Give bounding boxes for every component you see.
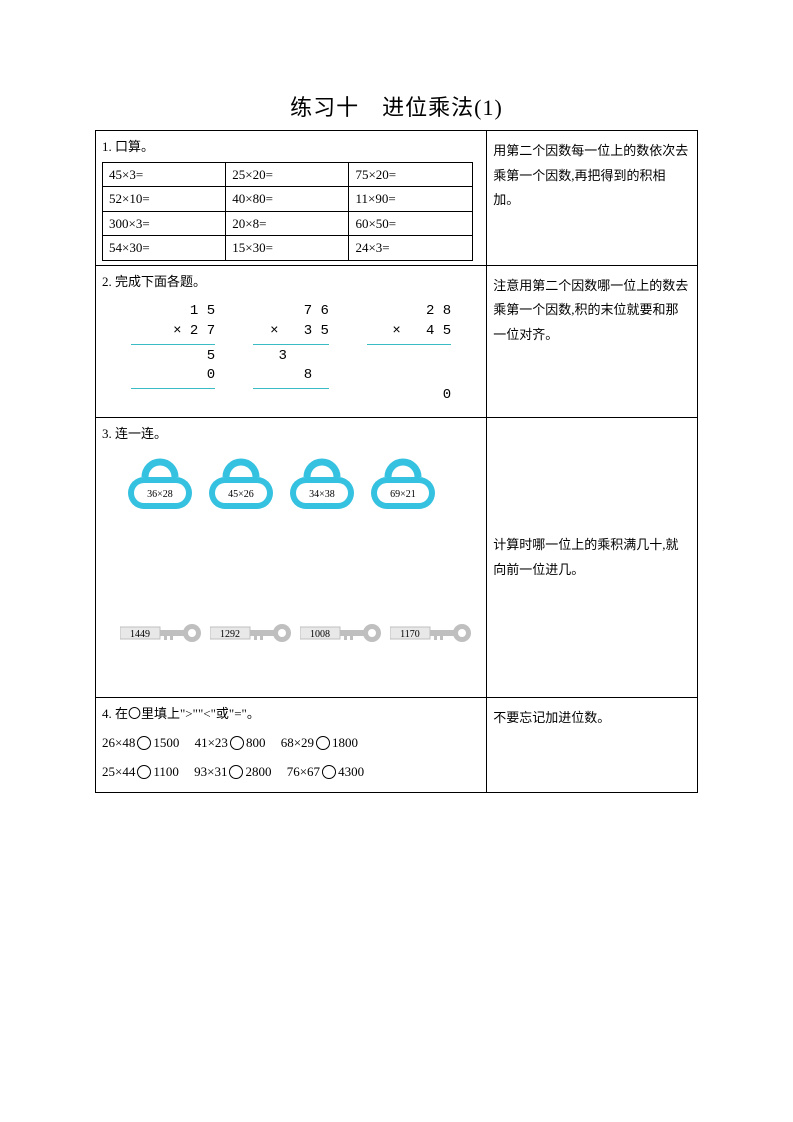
q4-row-2: 25×441100 93×312800 76×674300: [102, 760, 480, 785]
key-icon: 1292: [210, 621, 292, 645]
calc-cell: 54×30=: [103, 236, 226, 261]
calc-cell: 300×3=: [103, 211, 226, 236]
calc-cell: 24×3=: [349, 236, 472, 261]
section-1-left: 1. 口算。 45×3= 25×20= 75×20= 52×10= 40×80=…: [96, 131, 487, 266]
calc-cell: 11×90=: [349, 187, 472, 212]
vert-mult-1: 1 5 × 2 7 5 0: [131, 302, 215, 405]
vert-mult-2: 7 6 × 3 5 3 8: [253, 302, 329, 405]
lock-icon: 45×26: [203, 455, 278, 515]
section-4-note: 不要忘记加进位数。: [487, 698, 698, 793]
section-2-note: 注意用第二个因数哪一位上的数去乘第一个因数,积的末位就要和那一位对齐。: [487, 265, 698, 418]
key-label: 1170: [400, 629, 420, 640]
q4-row-1: 26×481500 41×23800 68×291800: [102, 731, 480, 756]
calc-cell: 40×80=: [226, 187, 349, 212]
key-label: 1008: [310, 629, 330, 640]
circle-blank: [230, 736, 244, 750]
circle-blank: [137, 736, 151, 750]
section-3-left: 3. 连一连。 36×28 45×26 34×38 69×21 1449 129…: [96, 418, 487, 698]
section-2-left: 2. 完成下面各题。 1 5 × 2 7 5 0 7 6 × 3 5 3 8 2…: [96, 265, 487, 418]
key-label: 1449: [130, 629, 150, 640]
locks-row: 36×28 45×26 34×38 69×21: [102, 449, 480, 515]
lock-label: 69×21: [390, 489, 416, 500]
lock-icon: 36×28: [122, 455, 197, 515]
worksheet-table: 1. 口算。 45×3= 25×20= 75×20= 52×10= 40×80=…: [95, 130, 698, 793]
key-icon: 1449: [120, 621, 202, 645]
section-3-note: 计算时哪一位上的乘积满几十,就向前一位进几。: [487, 418, 698, 698]
circle-blank: [316, 736, 330, 750]
section-1-title: 1. 口算。: [102, 135, 480, 160]
section-4-left: 4. 在〇里填上">""<"或"="。 26×481500 41×23800 6…: [96, 698, 487, 793]
circle-blank: [322, 765, 336, 779]
keys-row: 1449 1292 1008 1170: [102, 615, 480, 651]
key-icon: 1170: [390, 621, 472, 645]
circle-blank: [137, 765, 151, 779]
calc-cell: 52×10=: [103, 187, 226, 212]
circle-blank: [229, 765, 243, 779]
section-1-note: 用第二个因数每一位上的数依次去乘第一个因数,再把得到的积相加。: [487, 131, 698, 266]
lock-label: 45×26: [228, 489, 254, 500]
calc-table: 45×3= 25×20= 75×20= 52×10= 40×80= 11×90=…: [102, 162, 473, 261]
calc-cell: 60×50=: [349, 211, 472, 236]
calc-cell: 15×30=: [226, 236, 349, 261]
vert-mult-3: 2 8 × 4 5 0: [367, 302, 451, 405]
section-3-title: 3. 连一连。: [102, 422, 480, 447]
calc-cell: 45×3=: [103, 162, 226, 187]
calc-cell: 20×8=: [226, 211, 349, 236]
key-label: 1292: [220, 629, 240, 640]
calc-cell: 75×20=: [349, 162, 472, 187]
lock-label: 36×28: [147, 489, 173, 500]
section-2-title: 2. 完成下面各题。: [102, 270, 480, 295]
lock-label: 34×38: [309, 489, 335, 500]
calc-cell: 25×20=: [226, 162, 349, 187]
key-icon: 1008: [300, 621, 382, 645]
lock-icon: 34×38: [284, 455, 359, 515]
section-4-title: 4. 在〇里填上">""<"或"="。: [102, 702, 480, 727]
worksheet-title: 练习十 进位乘法(1): [95, 90, 698, 122]
lock-icon: 69×21: [365, 455, 440, 515]
